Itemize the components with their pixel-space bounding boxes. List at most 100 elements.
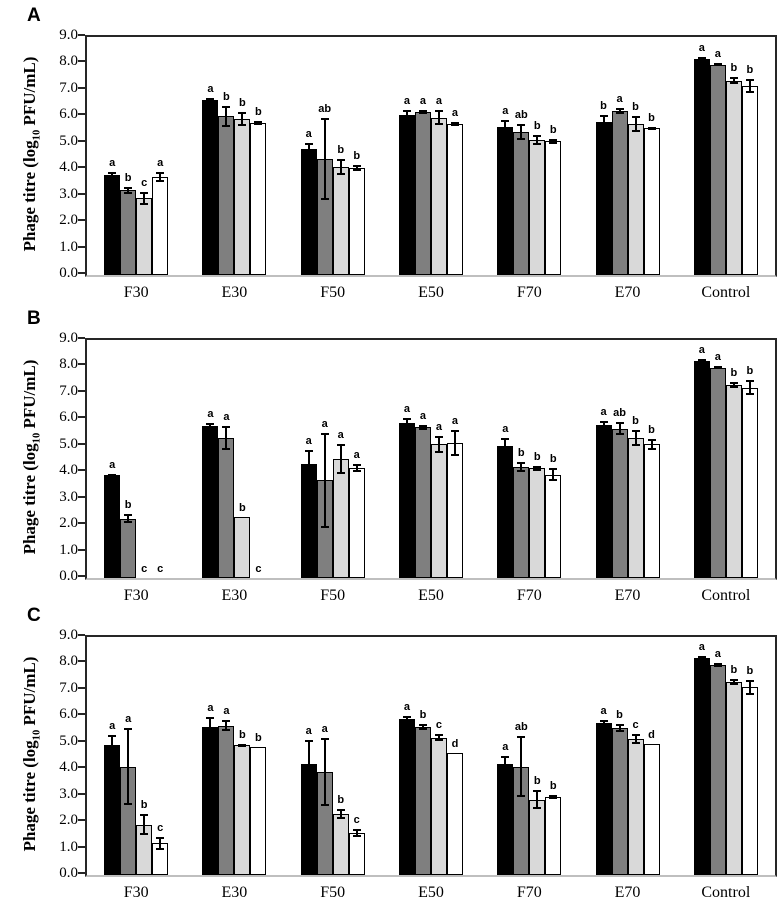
error-bar-cap (713, 367, 722, 370)
bar-fill (725, 384, 742, 578)
error-bar-cap (615, 433, 624, 436)
y-tick-mark (78, 219, 85, 222)
error-bar (615, 107, 624, 115)
error-bar-cap (615, 112, 624, 115)
y-tick-mark (78, 792, 85, 795)
error-bar-line (323, 117, 326, 200)
error-bar-line (504, 756, 507, 772)
error-bar-cap (697, 658, 706, 661)
error-bar-line (307, 449, 310, 479)
error-bar-cap (238, 745, 247, 748)
bar-e70-black: a (595, 705, 612, 875)
error-bar-line (437, 733, 440, 742)
significance-letter: a (305, 725, 312, 738)
x-category-label-e50: E50 (418, 284, 444, 301)
bar-e70-dark-gray: ab (611, 407, 628, 578)
error-bar (549, 795, 558, 799)
y-tick-mark (78, 139, 85, 142)
error-bar-cap (533, 806, 542, 809)
x-category-label-e30: E30 (221, 884, 248, 901)
bar-fill (529, 140, 546, 275)
bar-group-e70: a ab b b (595, 340, 660, 578)
error-bar (304, 449, 313, 479)
bar-fill (709, 367, 726, 578)
y-axis-title: Phage titre (log10 PFU/mL) (18, 338, 42, 576)
significance-letter: d (648, 729, 655, 742)
y-tick-mark (78, 60, 85, 63)
bar-e70-white: b (643, 424, 660, 578)
x-category-label-f70: F70 (516, 587, 542, 604)
error-bar (517, 736, 526, 797)
significance-letter: a (403, 403, 411, 416)
bars-area-a: a b c a a b b b a ab b b a a a a a ab b b b a b b a a b b (87, 37, 775, 275)
y-axis-title-text: Phage titre (log (20, 443, 39, 555)
error-bar-cap (434, 450, 443, 453)
error-bar (713, 366, 722, 370)
bar-fill (348, 468, 365, 578)
error-bar (434, 733, 443, 742)
bar-e30-dark-gray: b (218, 91, 235, 275)
bar-f50-light-gray: a (332, 429, 349, 578)
error-bar-line (225, 425, 228, 450)
error-bar-line (602, 720, 605, 726)
bar-fill (104, 745, 121, 875)
error-bar-line (127, 728, 130, 805)
error-bar (336, 808, 345, 820)
bar-fill (104, 174, 121, 275)
error-bar (222, 425, 231, 450)
error-bar-cap (533, 142, 542, 145)
bar-e50-light-gray: a (430, 421, 447, 578)
significance-letter: a (600, 405, 607, 418)
bar-e70-light-gray: c (627, 719, 644, 875)
significance-letter: b (648, 111, 655, 124)
bar-fill (545, 797, 562, 875)
y-tick-mark (78, 389, 85, 392)
error-bar-line (143, 191, 146, 205)
error-bar-cap (222, 124, 231, 127)
error-bar (206, 716, 215, 737)
bar-fill (595, 722, 612, 875)
bar-f50-black: a (300, 725, 317, 875)
error-bar-line (421, 110, 424, 115)
error-bar-line (520, 736, 523, 797)
error-bar (713, 662, 722, 667)
significance-letter: b (353, 149, 361, 162)
error-bar-line (634, 733, 637, 745)
error-bar (517, 461, 526, 473)
error-bar-line (127, 514, 130, 523)
bar-fill (725, 80, 742, 275)
error-bar-line (536, 135, 539, 145)
error-bar-line (748, 380, 751, 396)
error-bar-cap (320, 525, 329, 528)
error-bar-cap (647, 127, 656, 130)
y-tick-mark (78, 363, 85, 366)
error-bar-cap (206, 101, 215, 104)
x-axis-labels-c: F30 E30 F50 E50 F70 E70 Control (87, 884, 775, 902)
significance-letter: b (730, 664, 738, 677)
bar-fill (709, 664, 726, 875)
error-bar-cap (533, 468, 542, 471)
bar-control-black: a (693, 344, 710, 578)
bar-fill (627, 124, 644, 275)
error-bar (631, 733, 640, 745)
bar-control-black: a (693, 42, 710, 275)
significance-letter: a (714, 351, 721, 364)
bar-control-dark-gray: a (709, 351, 726, 578)
error-bar-line (355, 828, 358, 837)
bar-f50-dark-gray: a (316, 723, 333, 875)
error-bar (336, 444, 345, 474)
significance-letter: c (157, 563, 164, 575)
error-bar (517, 124, 526, 141)
error-bar (697, 358, 706, 364)
significance-letter: b (746, 664, 754, 677)
error-bar (304, 740, 313, 788)
bar-f70-black: a (497, 741, 514, 875)
error-bar (140, 814, 149, 836)
significance-letter: b (746, 365, 754, 378)
error-bar-line (159, 171, 162, 183)
error-bar-cap (206, 426, 215, 429)
error-bar (124, 187, 133, 194)
x-category-label-e70: E70 (614, 587, 641, 604)
